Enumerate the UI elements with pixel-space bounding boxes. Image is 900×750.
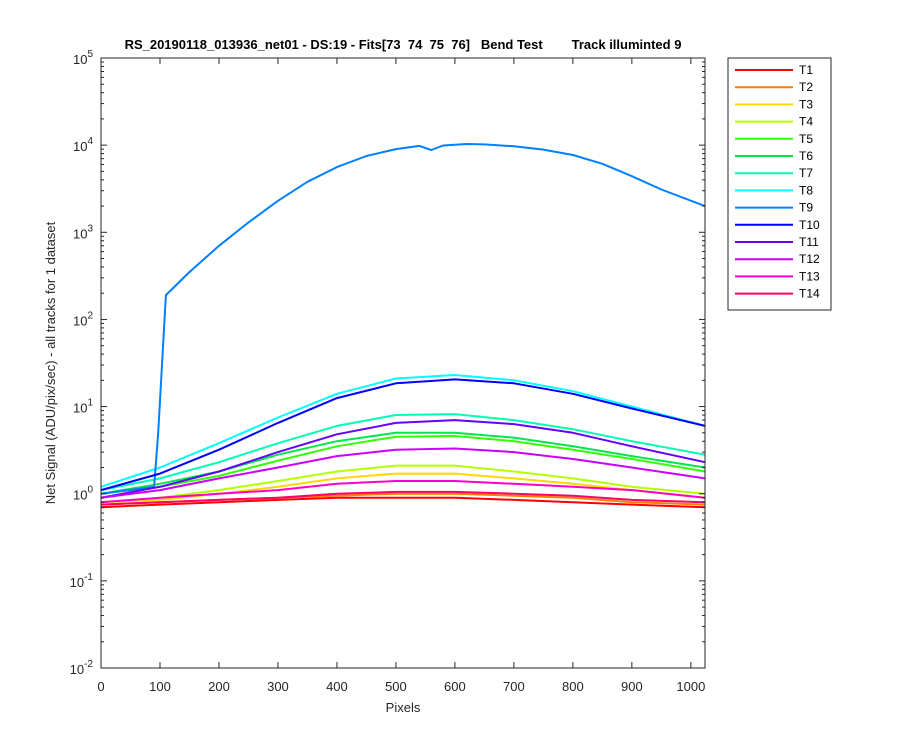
x-tick-label: 100 — [149, 679, 171, 694]
y-tick-label: 10-1 — [70, 572, 94, 590]
legend-label-t14: T14 — [799, 287, 820, 301]
x-tick-label: 500 — [385, 679, 407, 694]
plot-frame — [100, 57, 706, 669]
x-tick-label: 700 — [503, 679, 525, 694]
y-tick-label: 104 — [73, 136, 93, 154]
plot-area — [101, 58, 705, 668]
y-tick-label: 100 — [73, 485, 93, 503]
y-tick-label: 101 — [73, 398, 93, 416]
series-line-t13 — [100, 480, 706, 504]
legend-label-t11: T11 — [799, 235, 819, 249]
x-tick-label: 400 — [326, 679, 348, 694]
x-tick-label: 1000 — [676, 679, 705, 694]
series-line-t14 — [100, 490, 706, 506]
x-axis: 0 100 200 300 400 500 600 700 800 900 1000 — [97, 58, 705, 694]
legend-label-t8: T8 — [799, 183, 813, 197]
legend-label-t6: T6 — [799, 149, 813, 163]
legend-label-t4: T4 — [799, 115, 813, 129]
legend-label-t3: T3 — [799, 97, 813, 111]
legend-label-t13: T13 — [799, 269, 820, 283]
legend-label-t10: T10 — [799, 218, 820, 232]
legend-label-t5: T5 — [799, 132, 813, 146]
legend-label-t2: T2 — [799, 80, 813, 94]
x-tick-label: 800 — [562, 679, 584, 694]
x-tick-label: 200 — [208, 679, 230, 694]
series-line-t4 — [100, 464, 706, 504]
series-line-t7 — [100, 413, 706, 492]
legend-label-t9: T9 — [799, 201, 813, 215]
y-tick-label: 102 — [73, 310, 93, 328]
y-axis: 10-2 10-1 100 101 102 103 104 105 — [70, 49, 705, 677]
series-line-t5 — [100, 435, 706, 495]
series-line-t12 — [100, 447, 706, 499]
y-tick-label: 10-2 — [70, 659, 94, 677]
x-tick-label: 0 — [97, 679, 104, 694]
x-tick-label: 600 — [444, 679, 466, 694]
series-line-t8 — [100, 374, 706, 488]
chart-title: RS_20190118_013936_net01 - DS:19 - Fits[… — [125, 37, 682, 52]
series-layer — [100, 143, 706, 509]
x-axis-label: Pixels — [386, 700, 421, 715]
series-line-t11 — [100, 419, 706, 499]
legend-label-t12: T12 — [799, 252, 820, 266]
legend-label-t1: T1 — [799, 63, 813, 77]
legend: T1 T2 T3 T4 T5 T6 T7 T8 T9 T10 T11 T12 T13 T14 — [727, 57, 832, 311]
x-tick-label: 900 — [621, 679, 643, 694]
legend-box — [727, 57, 832, 311]
series-line-t1 — [100, 496, 706, 509]
y-tick-label: 105 — [73, 49, 93, 67]
legend-label-t7: T7 — [799, 166, 813, 180]
series-line-t10 — [100, 378, 706, 492]
x-tick-label: 300 — [267, 679, 289, 694]
series-line-t9 — [100, 143, 706, 495]
y-tick-label: 103 — [73, 223, 93, 241]
y-axis-label: Net Signal (ADU/pix/sec) - all tracks fo… — [43, 221, 58, 504]
